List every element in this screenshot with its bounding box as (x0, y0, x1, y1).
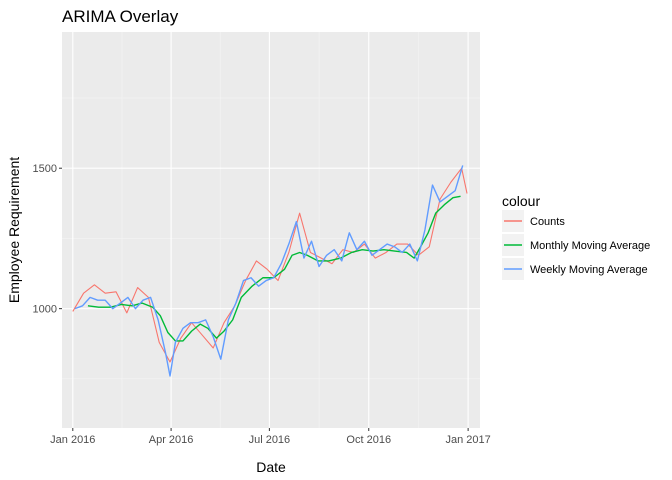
y-axis-label: Employee Requirement (6, 157, 22, 303)
series-line (72, 167, 468, 363)
y-axis: 1000 1500 (33, 163, 62, 316)
x-axis-label: Date (256, 459, 286, 475)
legend-label: Monthly Moving Average (530, 240, 650, 252)
series-line (74, 165, 464, 377)
grid-minor (62, 32, 480, 428)
x-axis: Jan 2016 Apr 2016 Jul 2016 Oct 2016 Jan 2017 (50, 428, 491, 446)
x-tick-label: Apr 2016 (149, 434, 194, 446)
legend: colour Counts Monthly Moving Average Weekl… (502, 193, 650, 280)
plot-panel (62, 32, 480, 428)
legend-label: Counts (530, 216, 565, 228)
legend-title: colour (502, 193, 540, 209)
x-tick-label: Jan 2017 (445, 434, 490, 446)
legend-label: Weekly Moving Average (530, 264, 648, 276)
y-tick-label: 1000 (33, 304, 57, 316)
x-tick-label: Oct 2016 (346, 434, 391, 446)
series-lines (72, 165, 468, 377)
grid-major (62, 32, 480, 428)
y-tick-label: 1500 (33, 163, 57, 175)
chart-title: ARIMA Overlay (62, 7, 179, 26)
x-tick-label: Jan 2016 (50, 434, 95, 446)
x-tick-label: Jul 2016 (249, 434, 291, 446)
